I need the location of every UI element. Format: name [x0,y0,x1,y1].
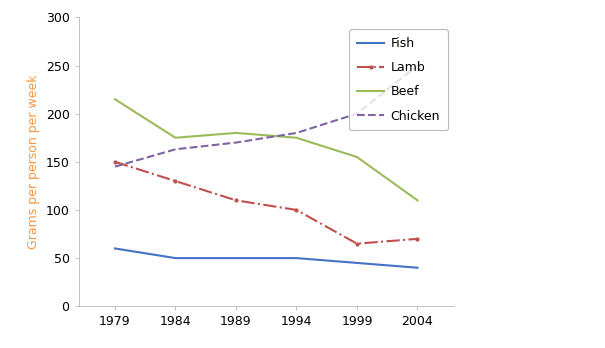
Legend: Fish, Lamb, Beef, Chicken: Fish, Lamb, Beef, Chicken [349,30,448,130]
Y-axis label: Grams per person per week: Grams per person per week [27,74,40,249]
